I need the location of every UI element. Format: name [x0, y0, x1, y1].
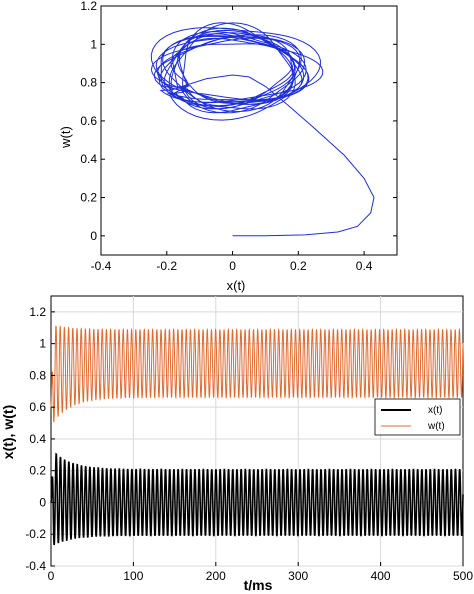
time-series-grid [51, 296, 463, 567]
x-tick-label: 0 [48, 569, 55, 583]
y-tick-label: 0 [39, 495, 46, 509]
y-tick-label: 1.2 [80, 0, 97, 13]
time-series-line-w [50, 325, 464, 423]
y-tick-label: 1 [39, 337, 46, 351]
legend-label-w: w(t) [427, 421, 445, 432]
x-tick-label: 500 [453, 569, 473, 583]
legend-box [374, 398, 461, 436]
phase-portrait-chart: -0.4 -0.2 0 0.2 0.4 0 0.2 0.4 0.6 0.8 1 1.2 x(t) w… [58, 0, 398, 293]
time-series-chart: 0 100 200 300 400 500 -0.4 -0.2 0 0.2 0.4 0.6 0.8 1 1… [0, 295, 473, 593]
phase-portrait-x-label: x(t) [227, 278, 246, 293]
y-tick-label: 0.8 [80, 76, 97, 90]
x-tick-label: -0.2 [156, 259, 177, 273]
y-tick-label: 1.2 [29, 305, 46, 319]
y-tick-label: 0 [90, 229, 97, 243]
y-tick-label: 0.2 [80, 191, 97, 205]
y-tick-label: -0.2 [25, 527, 46, 541]
time-series-x-label: t/ms [244, 577, 273, 593]
x-tick-label: 0.4 [356, 259, 373, 273]
phase-portrait-plot-area [100, 5, 398, 256]
phase-portrait-trajectory [150, 22, 375, 237]
time-series-curve-layer [50, 325, 464, 546]
y-tick-label: 0.6 [29, 400, 46, 414]
x-tick-label: 300 [288, 569, 308, 583]
x-tick-label: 400 [371, 569, 391, 583]
phase-portrait-x-ticks: -0.4 -0.2 0 0.2 0.4 [91, 6, 373, 273]
y-tick-label: -0.4 [25, 559, 46, 573]
phase-portrait-curve-layer [150, 22, 375, 237]
time-series-x-ticks: 0 100 200 300 400 500 [48, 562, 473, 583]
x-tick-label: 100 [123, 569, 143, 583]
x-tick-label: 0 [229, 259, 236, 273]
time-series-line-x [50, 452, 464, 546]
y-tick-label: 0.6 [80, 114, 97, 128]
x-tick-label: -0.4 [91, 259, 112, 273]
legend-label-x: x(t) [428, 405, 442, 416]
y-tick-label: 0.2 [29, 464, 46, 478]
time-series-y-ticks: -0.4 -0.2 0 0.2 0.4 0.6 0.8 1 1.2 [25, 305, 55, 573]
x-tick-label: 0.2 [290, 259, 307, 273]
phase-portrait-y-label: w(t) [58, 126, 73, 149]
time-series-y-label: x(t), w(t) [0, 405, 16, 459]
x-tick-label: 200 [206, 569, 226, 583]
y-tick-label: 0.4 [80, 152, 97, 166]
y-tick-label: 1 [90, 37, 97, 51]
time-series-legend: x(t) w(t) [374, 398, 461, 436]
y-tick-label: 0.4 [29, 432, 46, 446]
phase-portrait-y-ticks: 0 0.2 0.4 0.6 0.8 1 1.2 [80, 0, 397, 243]
y-tick-label: 0.8 [29, 368, 46, 382]
